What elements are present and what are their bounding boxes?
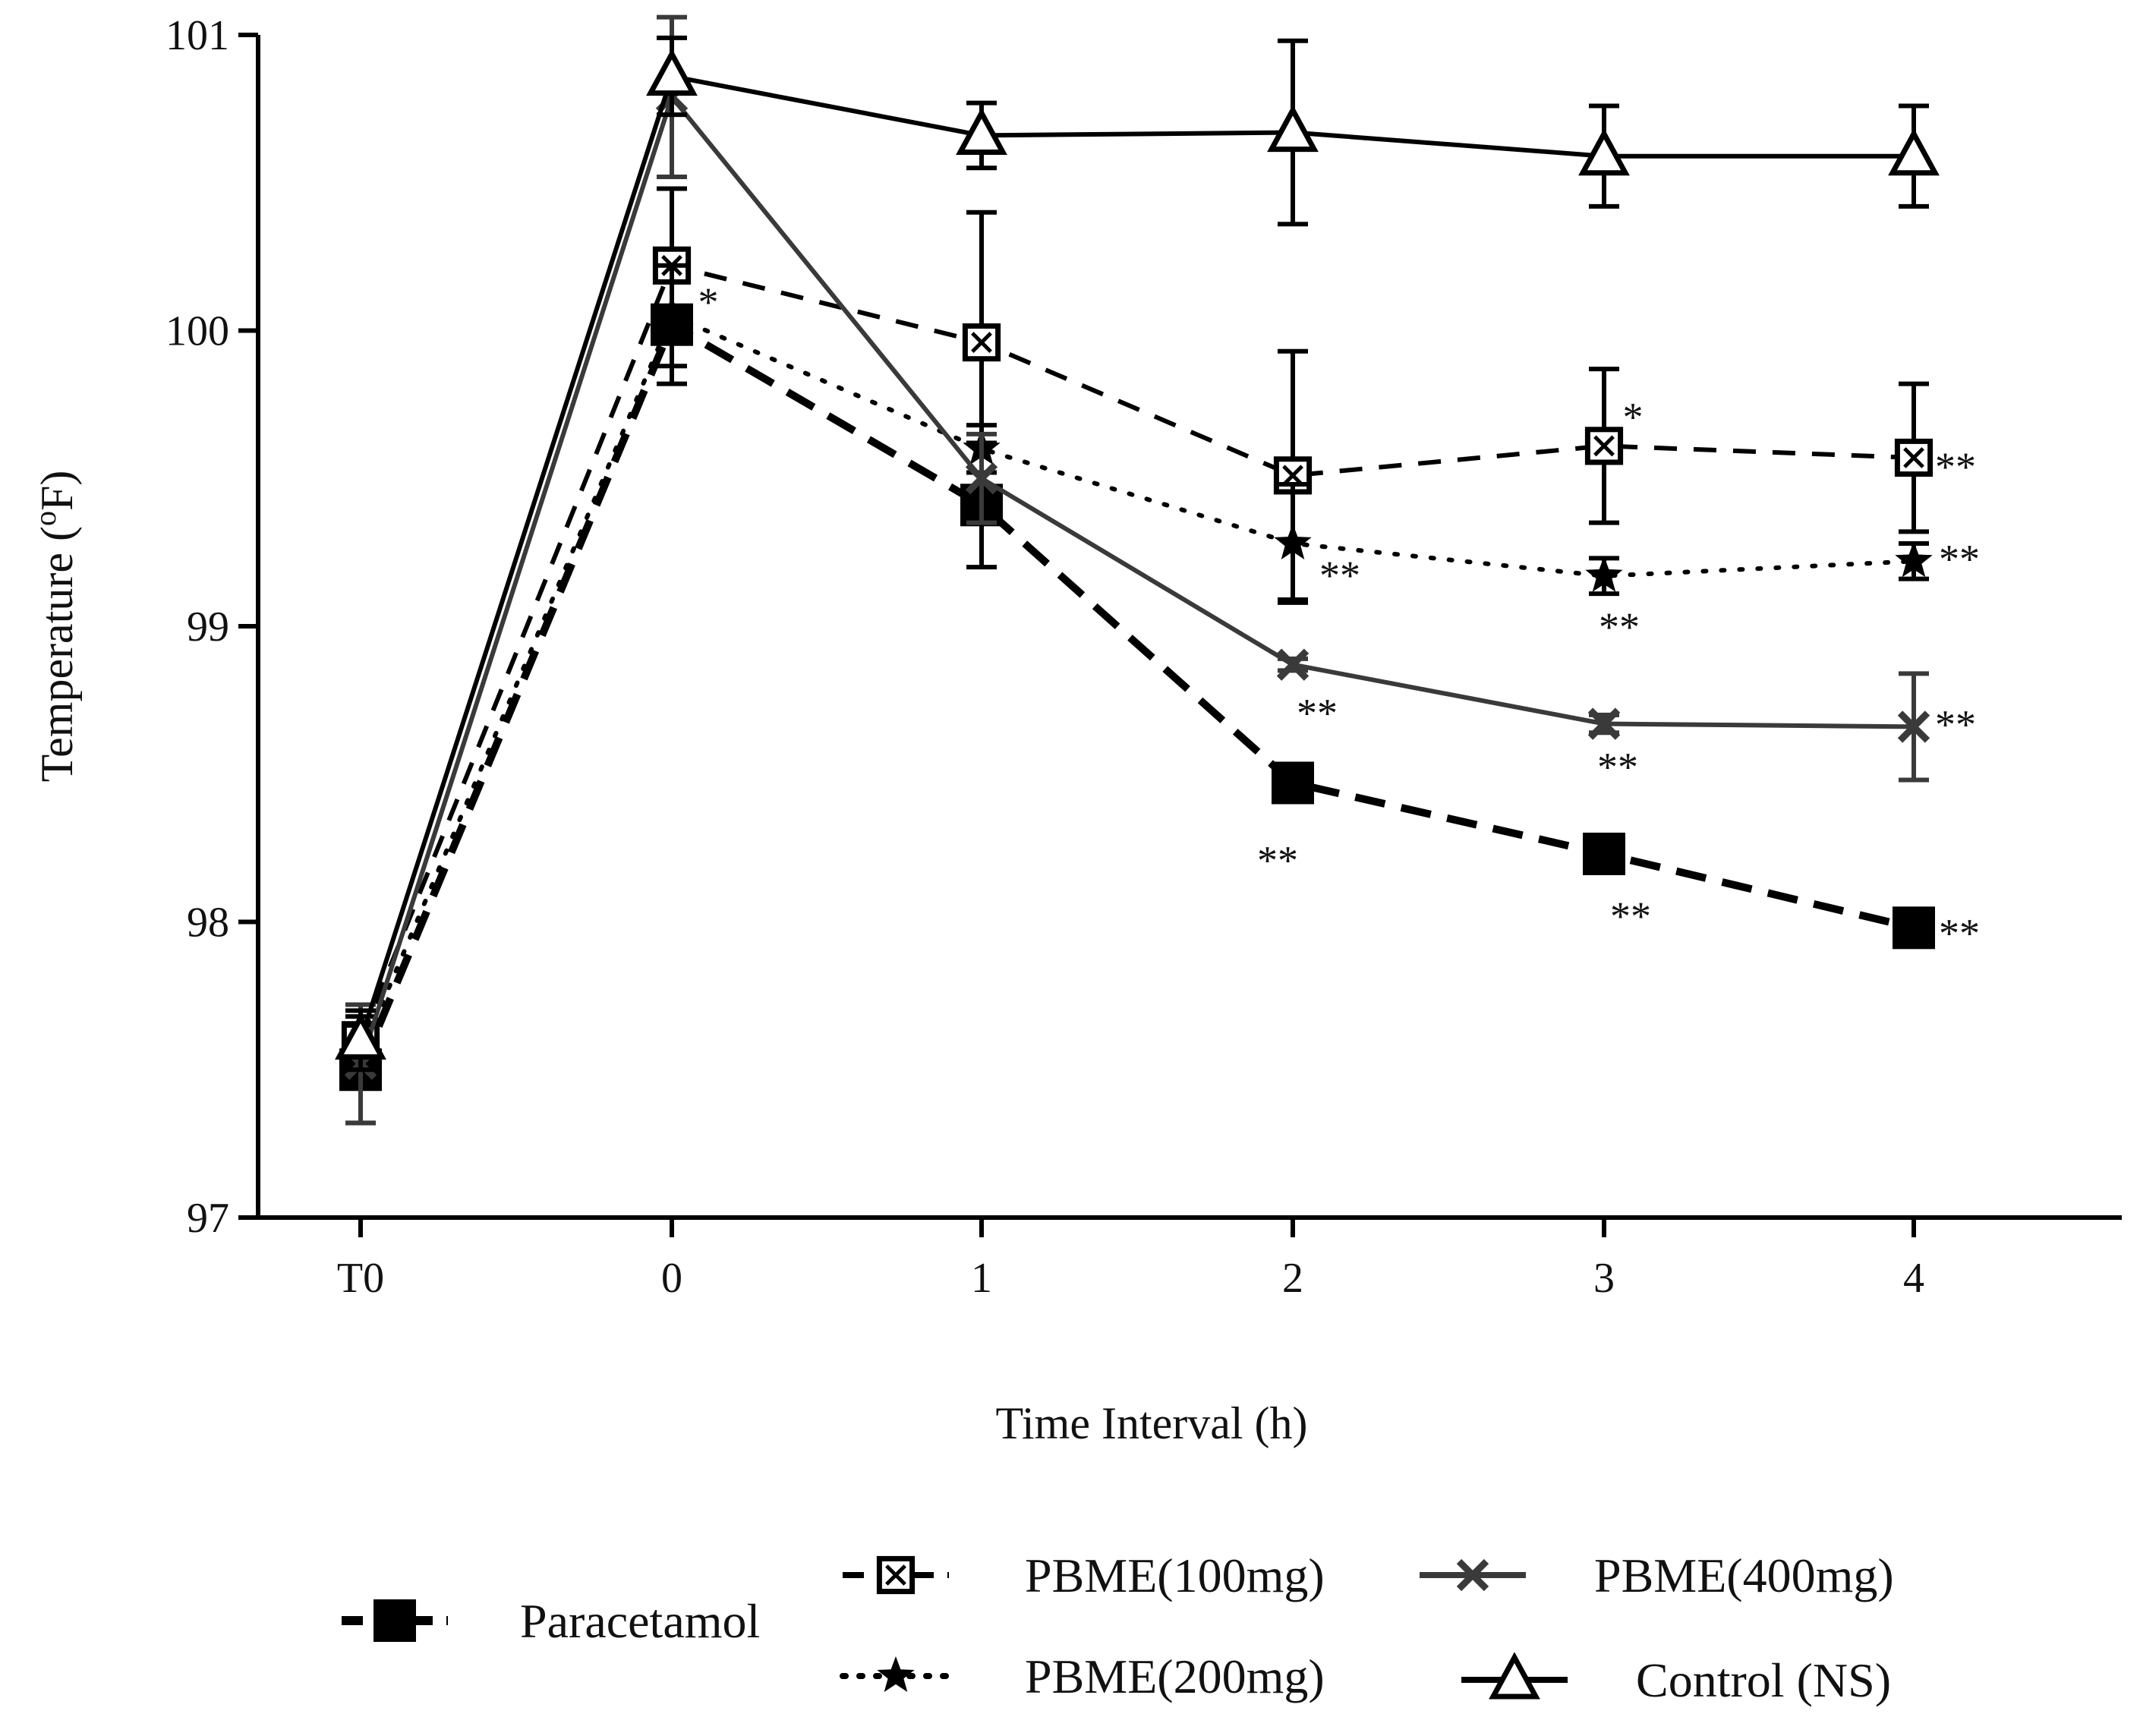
legend-entry-control-ns: Control (NS) — [1461, 1652, 1891, 1707]
y-axis-title-main: Temperature ( — [32, 526, 82, 782]
marker-square — [373, 1599, 416, 1642]
marker-star — [653, 296, 691, 332]
series-line — [357, 319, 1915, 1072]
marker-square — [1272, 761, 1314, 805]
marker-square-x — [1584, 427, 1624, 465]
significance-mark: ** — [1597, 745, 1638, 790]
significance-mark: ** — [1939, 910, 1980, 956]
legend-entry-pbme-400mg: PBME(400mg) — [1420, 1549, 1894, 1602]
legend-entry-pbme-100mg: PBME(100mg) — [843, 1549, 1325, 1602]
significance-mark: ** — [1319, 553, 1360, 598]
series-line — [358, 313, 1916, 1057]
marker-x — [965, 462, 998, 495]
significance-mark: * — [698, 279, 719, 325]
series-line — [358, 263, 1915, 1041]
y-axis-title-sup: o — [28, 511, 62, 526]
legend-label: PBME(400mg) — [1594, 1549, 1894, 1602]
x-tick-label: 1 — [971, 1255, 992, 1302]
legend-entry-pbme-200mg: PBME(200mg) — [840, 1649, 1325, 1703]
legend-label: Paracetamol — [520, 1594, 760, 1648]
x-tick-label: 2 — [1282, 1255, 1303, 1302]
marker-triangle — [1267, 104, 1319, 153]
marker-square-x-line — [971, 332, 992, 353]
significance-mark: * — [1623, 394, 1644, 440]
y-tick-label: 100 — [165, 308, 229, 355]
x-tick-label: 4 — [1903, 1255, 1924, 1302]
y-tick-label: 98 — [187, 900, 229, 947]
significance-mark: ** — [1257, 837, 1298, 883]
marker-x — [1276, 648, 1310, 681]
y-tick-label: 101 — [165, 12, 229, 59]
significance-mark: ** — [1939, 536, 1980, 581]
y-ticks: 97 98 99 100 101 — [165, 12, 258, 1242]
legend-label: PBME(100mg) — [1025, 1549, 1325, 1602]
significance-mark: ** — [1599, 604, 1640, 650]
series-control-ns — [335, 35, 1940, 1073]
marker-triangle — [335, 1012, 386, 1060]
marker-star — [1895, 541, 1933, 578]
legend-label: Control (NS) — [1636, 1653, 1891, 1707]
legend-label: PBME(200mg) — [1025, 1649, 1325, 1703]
marker-square-x-line — [1282, 465, 1303, 487]
series-paracetamol — [339, 263, 1935, 1126]
marker-triangle — [956, 107, 1007, 155]
legend: Paracetamol PBME(100mg) PBME(400mg) PBME(20… — [342, 1549, 1894, 1707]
marker-x — [1897, 710, 1930, 743]
y-axis-title-end: F) — [32, 471, 82, 511]
y-tick-label: 97 — [187, 1195, 229, 1242]
legend-entry-paracetamol: Paracetamol — [342, 1594, 760, 1648]
marker-square-x-line — [1903, 447, 1924, 468]
series-pbme-200mg — [342, 263, 1933, 1087]
marker-triangle — [1888, 128, 1940, 176]
marker-square-x-line — [1593, 435, 1615, 457]
marker-square-x-line — [885, 1564, 906, 1586]
series-pbme-100mg — [341, 186, 1934, 1079]
significance-layer: **** ****************** — [698, 279, 1981, 956]
significance-mark: ** — [1297, 691, 1338, 736]
marker-x — [1587, 707, 1621, 740]
marker-star — [1274, 523, 1312, 559]
series-pbme-400mg — [344, 14, 1930, 1126]
x-ticks: T0 0 1 2 3 4 — [337, 1218, 1924, 1302]
marker-square — [1583, 832, 1625, 875]
series-line — [358, 74, 1914, 1041]
marker-triangle — [1489, 1652, 1540, 1700]
significance-mark: ** — [1935, 444, 1976, 490]
marker-square — [1893, 906, 1935, 950]
x-tick-label: 3 — [1593, 1255, 1615, 1302]
significance-mark: ** — [1935, 701, 1976, 747]
marker-x — [1456, 1558, 1489, 1592]
series-line — [358, 92, 1915, 1065]
x-axis-title: Time Interval (h) — [995, 1398, 1307, 1448]
x-tick-label: T0 — [337, 1255, 384, 1302]
significance-mark: ** — [1610, 893, 1651, 939]
y-axis-title: Temperature (oF) — [28, 471, 82, 783]
marker-star — [877, 1656, 915, 1692]
marker-triangle — [1578, 128, 1630, 176]
y-tick-label: 99 — [187, 603, 229, 651]
x-tick-label: 0 — [661, 1255, 682, 1302]
series-layer — [335, 14, 1940, 1126]
marker-triangle — [646, 48, 698, 96]
axes — [256, 35, 2122, 1220]
marker-star — [1585, 556, 1623, 592]
